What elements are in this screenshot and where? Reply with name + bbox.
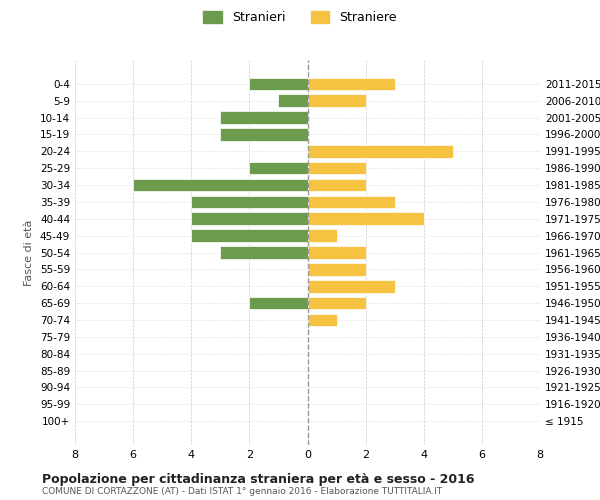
Bar bbox=[308, 94, 365, 107]
Bar bbox=[220, 111, 308, 124]
Bar bbox=[308, 178, 365, 192]
Bar bbox=[308, 246, 365, 259]
Bar bbox=[278, 94, 308, 107]
Bar bbox=[250, 297, 308, 310]
Bar bbox=[191, 230, 308, 242]
Legend: Stranieri, Straniere: Stranieri, Straniere bbox=[198, 6, 402, 29]
Bar bbox=[308, 196, 395, 208]
Bar bbox=[308, 212, 424, 225]
Y-axis label: Fasce di età: Fasce di età bbox=[25, 220, 34, 286]
Bar bbox=[308, 263, 365, 276]
Bar bbox=[191, 196, 308, 208]
Bar bbox=[191, 212, 308, 225]
Bar bbox=[308, 297, 365, 310]
Bar bbox=[133, 178, 308, 192]
Bar bbox=[220, 246, 308, 259]
Bar bbox=[250, 78, 308, 90]
Bar bbox=[308, 145, 453, 158]
Bar bbox=[250, 162, 308, 174]
Text: Popolazione per cittadinanza straniera per età e sesso - 2016: Popolazione per cittadinanza straniera p… bbox=[42, 472, 475, 486]
Bar bbox=[308, 230, 337, 242]
Bar bbox=[220, 128, 308, 141]
Bar bbox=[308, 162, 365, 174]
Bar bbox=[308, 280, 395, 292]
Bar bbox=[308, 78, 395, 90]
Text: COMUNE DI CORTAZZONE (AT) - Dati ISTAT 1° gennaio 2016 - Elaborazione TUTTITALIA: COMUNE DI CORTAZZONE (AT) - Dati ISTAT 1… bbox=[42, 488, 442, 496]
Bar bbox=[308, 314, 337, 326]
